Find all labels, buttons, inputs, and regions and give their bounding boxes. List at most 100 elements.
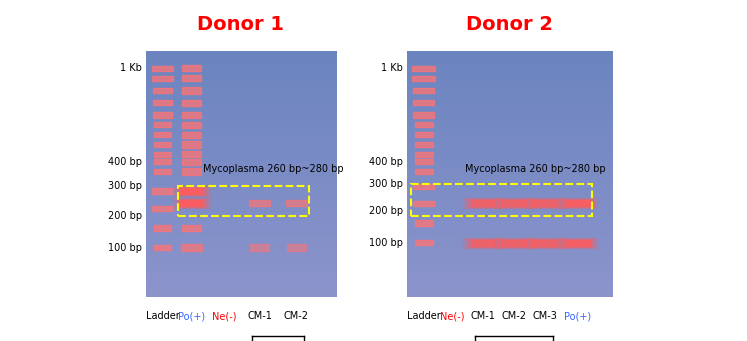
Text: Ne(-): Ne(-)	[211, 311, 236, 322]
Text: Donor 1: Donor 1	[197, 15, 285, 34]
Bar	[502, 200, 526, 206]
Text: CM-3: CM-3	[533, 311, 557, 322]
Bar	[467, 239, 499, 247]
Bar	[415, 159, 433, 164]
Bar	[502, 240, 526, 246]
Bar	[176, 199, 206, 207]
Text: 300 bp: 300 bp	[369, 179, 403, 189]
Bar	[562, 239, 594, 247]
Text: 300 bp: 300 bp	[108, 181, 142, 191]
Text: 200 bp: 200 bp	[108, 211, 142, 221]
Text: Po(+): Po(+)	[178, 311, 205, 322]
Text: Ne(-): Ne(-)	[440, 311, 465, 322]
Bar	[173, 198, 210, 208]
Text: CM-1: CM-1	[471, 311, 495, 322]
Bar	[176, 187, 206, 195]
Bar	[411, 184, 592, 216]
Bar	[471, 240, 495, 246]
Bar	[249, 200, 270, 206]
Bar	[285, 200, 306, 206]
Text: CM-2: CM-2	[284, 311, 309, 322]
Bar	[412, 76, 435, 81]
Bar	[182, 122, 201, 128]
Bar	[562, 199, 594, 207]
Bar	[415, 122, 433, 128]
Text: CM-1: CM-1	[247, 311, 273, 322]
Bar	[182, 159, 201, 165]
Bar	[180, 200, 203, 206]
Bar	[152, 189, 173, 194]
Text: 400 bp: 400 bp	[108, 157, 142, 167]
Bar	[558, 238, 598, 248]
Text: Mycoplasma 260 bp~280 bp: Mycoplasma 260 bp~280 bp	[465, 164, 605, 174]
Text: Ladder: Ladder	[406, 311, 441, 322]
Bar	[415, 220, 433, 226]
Bar	[180, 188, 203, 194]
Bar	[181, 244, 202, 251]
Bar	[529, 239, 561, 247]
Bar	[182, 168, 201, 175]
Bar	[412, 66, 435, 71]
Bar	[182, 112, 201, 118]
Bar	[155, 225, 171, 231]
Bar	[415, 169, 433, 174]
Bar	[413, 201, 434, 206]
Text: Donor 2: Donor 2	[466, 15, 554, 34]
Text: 400 bp: 400 bp	[369, 157, 403, 167]
Text: Mycoplasma 260 bp~280 bp: Mycoplasma 260 bp~280 bp	[202, 164, 344, 174]
Bar	[525, 238, 565, 248]
Bar	[565, 200, 590, 206]
Bar	[153, 88, 173, 93]
Bar	[558, 198, 598, 208]
Bar	[155, 152, 171, 157]
Bar	[155, 245, 171, 250]
Bar	[498, 239, 530, 247]
Bar	[152, 66, 173, 71]
Bar	[155, 122, 171, 128]
Bar	[182, 132, 201, 138]
Bar	[152, 76, 173, 81]
Bar	[155, 132, 171, 137]
Bar	[153, 100, 173, 105]
Bar	[182, 65, 201, 71]
Bar	[533, 240, 557, 246]
Bar	[155, 142, 171, 147]
Bar	[413, 183, 434, 189]
Bar	[173, 186, 210, 196]
Bar	[529, 199, 561, 207]
Bar	[182, 142, 201, 148]
Bar	[415, 142, 433, 147]
Bar	[463, 238, 503, 248]
Text: 1 Kb: 1 Kb	[120, 63, 142, 73]
Bar	[413, 88, 434, 93]
Text: Ladder: Ladder	[146, 311, 180, 322]
Bar	[533, 200, 557, 206]
Bar	[495, 238, 533, 248]
Bar	[153, 113, 173, 118]
Bar	[287, 244, 306, 251]
Bar	[463, 198, 503, 208]
Bar	[413, 100, 434, 105]
Bar	[152, 206, 173, 211]
Bar	[415, 152, 433, 157]
Text: 100 bp: 100 bp	[108, 242, 142, 253]
Text: 100 bp: 100 bp	[369, 238, 403, 248]
Bar	[413, 113, 434, 118]
Bar	[471, 200, 495, 206]
Bar	[178, 186, 309, 216]
Bar	[415, 240, 433, 245]
Text: CM-2: CM-2	[501, 311, 527, 322]
Bar	[498, 199, 530, 207]
Bar	[182, 100, 201, 106]
Bar	[182, 87, 201, 93]
Bar	[495, 198, 533, 208]
Bar	[182, 75, 201, 81]
Bar	[415, 132, 433, 137]
Bar	[182, 151, 201, 157]
Bar	[250, 244, 270, 251]
Bar	[155, 159, 171, 164]
Bar	[182, 225, 201, 231]
Text: Po(+): Po(+)	[564, 311, 591, 322]
Bar	[155, 169, 171, 174]
Bar	[467, 199, 499, 207]
